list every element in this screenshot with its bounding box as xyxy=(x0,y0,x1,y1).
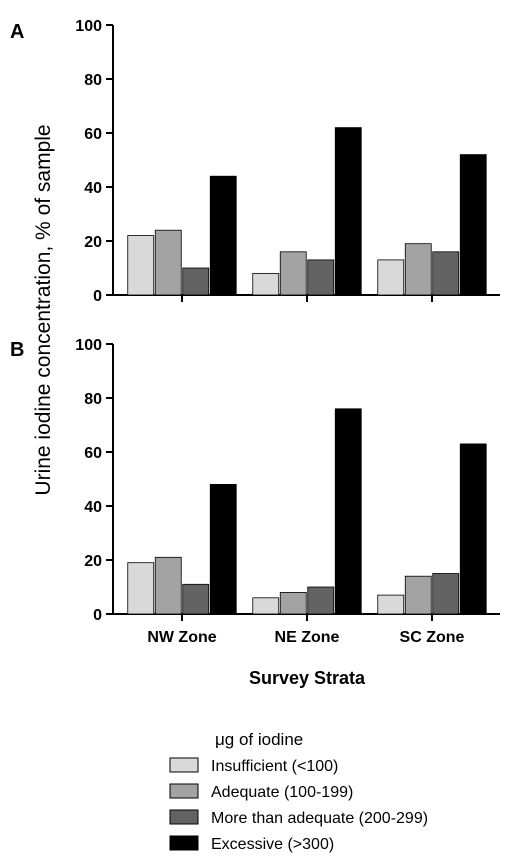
bar-ne-zone-series-4 xyxy=(334,127,362,296)
y-tick-label: 40 xyxy=(84,499,102,516)
y-tick-label: 60 xyxy=(84,126,102,143)
bar-nw-zone-series-1 xyxy=(127,562,155,615)
legend-swatch xyxy=(169,757,199,773)
x-axis-label: Survey Strata xyxy=(249,668,366,688)
x-tick-label: SC Zone xyxy=(400,629,465,646)
y-axis-label: Urine iodine concentration, % of sample xyxy=(32,124,55,495)
y-tick-label: 0 xyxy=(93,607,102,624)
legend-entry: Insufficient (<100) xyxy=(211,758,338,775)
bar-sc-zone-series-1 xyxy=(377,259,405,296)
bar-ne-zone-series-4 xyxy=(334,408,362,615)
bar-nw-zone-series-4 xyxy=(209,175,237,296)
y-tick-label: 100 xyxy=(75,337,102,354)
bar-nw-zone-series-2 xyxy=(154,229,182,296)
legend-swatch xyxy=(169,809,199,825)
y-tick-label: 40 xyxy=(84,180,102,197)
legend-title: μg of iodine xyxy=(215,730,303,749)
bar-sc-zone-series-3 xyxy=(432,251,460,296)
x-tick-label: NW Zone xyxy=(147,629,216,646)
legend: μg of iodine Insufficient (<100) Adequate … xyxy=(169,730,428,853)
panel-B: B 0 20 40 60 80 100 NW Zone NE Zone SC Zone xyxy=(10,337,500,646)
legend-swatch xyxy=(169,835,199,851)
bar-sc-zone-series-2 xyxy=(404,243,432,296)
y-tick-label: 0 xyxy=(93,288,102,305)
panel-label: A xyxy=(10,21,24,43)
legend-entry: Excessive (>300) xyxy=(211,836,334,853)
y-tick-label: 80 xyxy=(84,72,102,89)
bar-sc-zone-series-4 xyxy=(459,443,487,615)
legend-entry: Adequate (100-199) xyxy=(211,784,353,801)
bar-ne-zone-series-2 xyxy=(279,592,307,615)
bar-ne-zone-series-2 xyxy=(279,251,307,296)
bar-nw-zone-series-4 xyxy=(209,483,237,615)
bar-sc-zone-series-2 xyxy=(404,575,432,615)
bar-sc-zone-series-4 xyxy=(459,154,487,296)
legend-swatch xyxy=(169,783,199,799)
chart-panels: A 0 20 40 60 80 100 B 0 20 40 60 80 100 NW Zone NE Zone… xyxy=(10,18,500,646)
panel-A: A 0 20 40 60 80 100 xyxy=(10,18,500,305)
bar-nw-zone-series-2 xyxy=(154,556,182,615)
bar-nw-zone-series-1 xyxy=(127,235,155,296)
legend-entry: More than adequate (200-299) xyxy=(211,810,428,827)
y-tick-label: 80 xyxy=(84,391,102,408)
panel-label: B xyxy=(10,339,24,361)
y-tick-label: 20 xyxy=(84,234,102,251)
bar-sc-zone-series-1 xyxy=(377,594,405,615)
bar-sc-zone-series-3 xyxy=(432,573,460,615)
y-tick-label: 60 xyxy=(84,445,102,462)
y-tick-label: 100 xyxy=(75,18,102,35)
bar-nw-zone-series-3 xyxy=(182,583,210,615)
bar-ne-zone-series-3 xyxy=(307,586,335,615)
bar-ne-zone-series-3 xyxy=(307,259,335,296)
x-tick-label: NE Zone xyxy=(275,629,340,646)
y-tick-label: 20 xyxy=(84,553,102,570)
bar-ne-zone-series-1 xyxy=(252,272,280,296)
bar-ne-zone-series-1 xyxy=(252,597,280,615)
bar-nw-zone-series-3 xyxy=(182,267,210,296)
